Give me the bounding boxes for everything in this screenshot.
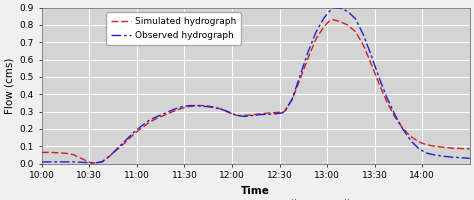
Observed hydrograph (234, 114, 239, 117)
Observed hydrograph (345, 10, 351, 13)
Observed hydrograph (63, 161, 68, 163)
Observed hydrograph (163, 112, 168, 114)
Simulated hydrograph (353, 31, 358, 33)
Simulated hydrograph (467, 148, 473, 150)
Line: Observed hydrograph: Observed hydrograph (42, 8, 470, 163)
Observed hydrograph (331, 6, 337, 9)
Simulated hydrograph (55, 152, 61, 154)
Observed hydrograph (55, 161, 61, 163)
Simulated hydrograph (345, 24, 351, 26)
Simulated hydrograph (331, 19, 337, 21)
Y-axis label: Flow (cms): Flow (cms) (4, 57, 14, 114)
Simulated hydrograph (91, 162, 97, 164)
Legend: Simulated hydrograph, Observed hydrograph: Simulated hydrograph, Observed hydrograp… (106, 12, 241, 45)
Observed hydrograph (91, 162, 97, 164)
X-axis label: Time: Time (241, 186, 270, 196)
Simulated hydrograph (234, 114, 239, 117)
Observed hydrograph (467, 157, 473, 160)
Observed hydrograph (353, 18, 358, 20)
Simulated hydrograph (39, 151, 45, 154)
Simulated hydrograph (163, 114, 168, 116)
Observed hydrograph (39, 161, 45, 163)
Line: Simulated hydrograph: Simulated hydrograph (42, 20, 470, 163)
Text: Figure 6: Comparison of runoff hydrograph for 18$^{th}$ event (13$^{th}$ June, 2: Figure 6: Comparison of runoff hydrograp… (68, 198, 406, 200)
Simulated hydrograph (63, 152, 68, 154)
